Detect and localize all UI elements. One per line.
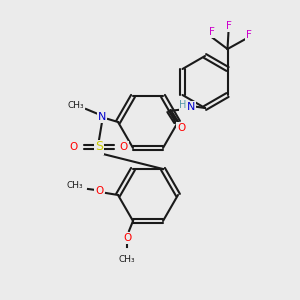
Text: O: O: [70, 142, 78, 152]
Text: CH₃: CH₃: [68, 100, 84, 109]
Text: O: O: [177, 123, 185, 133]
Text: O: O: [95, 186, 103, 196]
Text: N: N: [98, 112, 106, 122]
Text: F: F: [226, 21, 232, 31]
Text: CH₃: CH₃: [119, 256, 135, 265]
Text: F: F: [208, 27, 214, 37]
Text: CH₃: CH₃: [67, 181, 83, 190]
Text: F: F: [246, 30, 251, 40]
Text: H: H: [179, 100, 187, 110]
Text: O: O: [124, 233, 132, 243]
Text: O: O: [120, 142, 128, 152]
Text: N: N: [187, 102, 195, 112]
Text: S: S: [95, 140, 103, 154]
